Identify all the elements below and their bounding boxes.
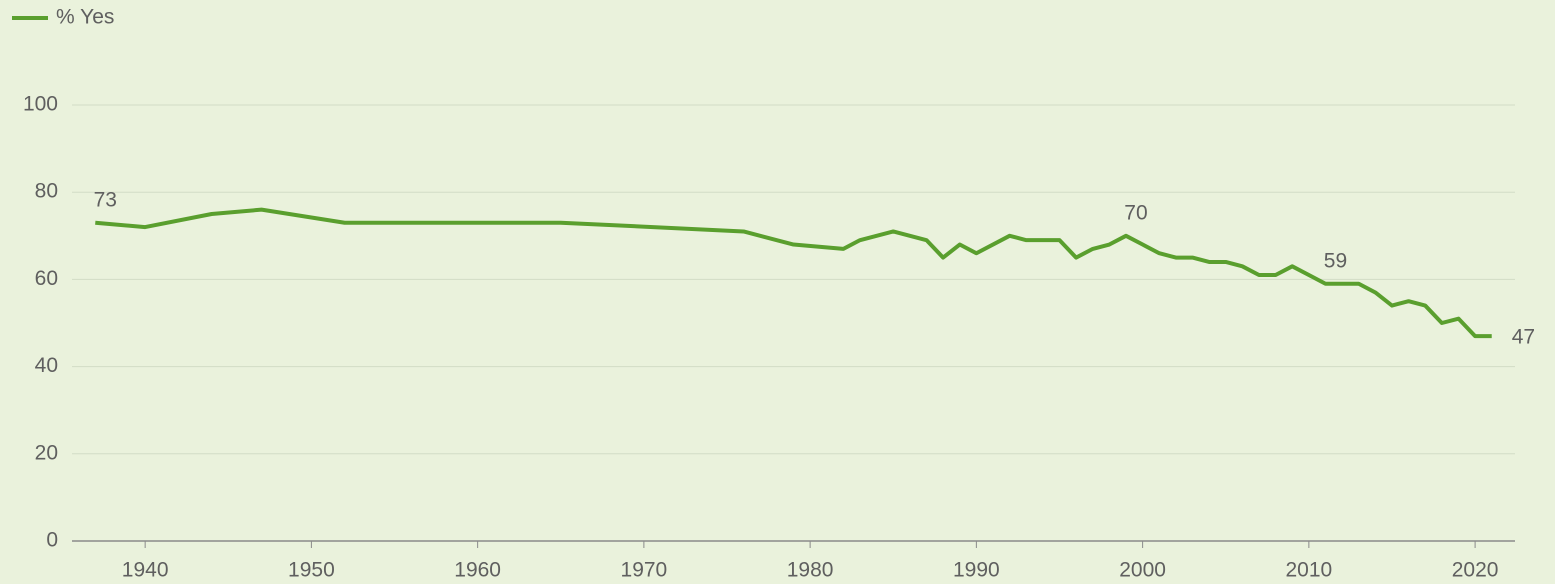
x-tick-label: 2020 <box>1452 559 1499 582</box>
x-tick-label: 2010 <box>1285 559 1332 582</box>
x-tick-label: 1980 <box>787 559 834 582</box>
data-label: 59 <box>1324 249 1347 272</box>
y-tick-label: 60 <box>35 267 58 290</box>
legend-label: % Yes <box>56 6 114 29</box>
y-tick-label: 20 <box>35 441 58 464</box>
y-tick-label: 80 <box>35 180 58 203</box>
y-tick-label: 0 <box>46 529 58 552</box>
y-tick-label: 40 <box>35 354 58 377</box>
y-tick-label: 100 <box>23 93 58 116</box>
x-tick-label: 1950 <box>288 559 335 582</box>
data-label: 47 <box>1512 326 1535 349</box>
x-tick-label: 2000 <box>1119 559 1166 582</box>
x-tick-label: 1970 <box>621 559 668 582</box>
x-tick-label: 1940 <box>122 559 169 582</box>
x-tick-label: 1990 <box>953 559 1000 582</box>
x-tick-label: 1960 <box>454 559 501 582</box>
data-label: 73 <box>94 188 117 211</box>
data-line <box>95 207 1492 339</box>
data-label: 70 <box>1124 201 1147 224</box>
